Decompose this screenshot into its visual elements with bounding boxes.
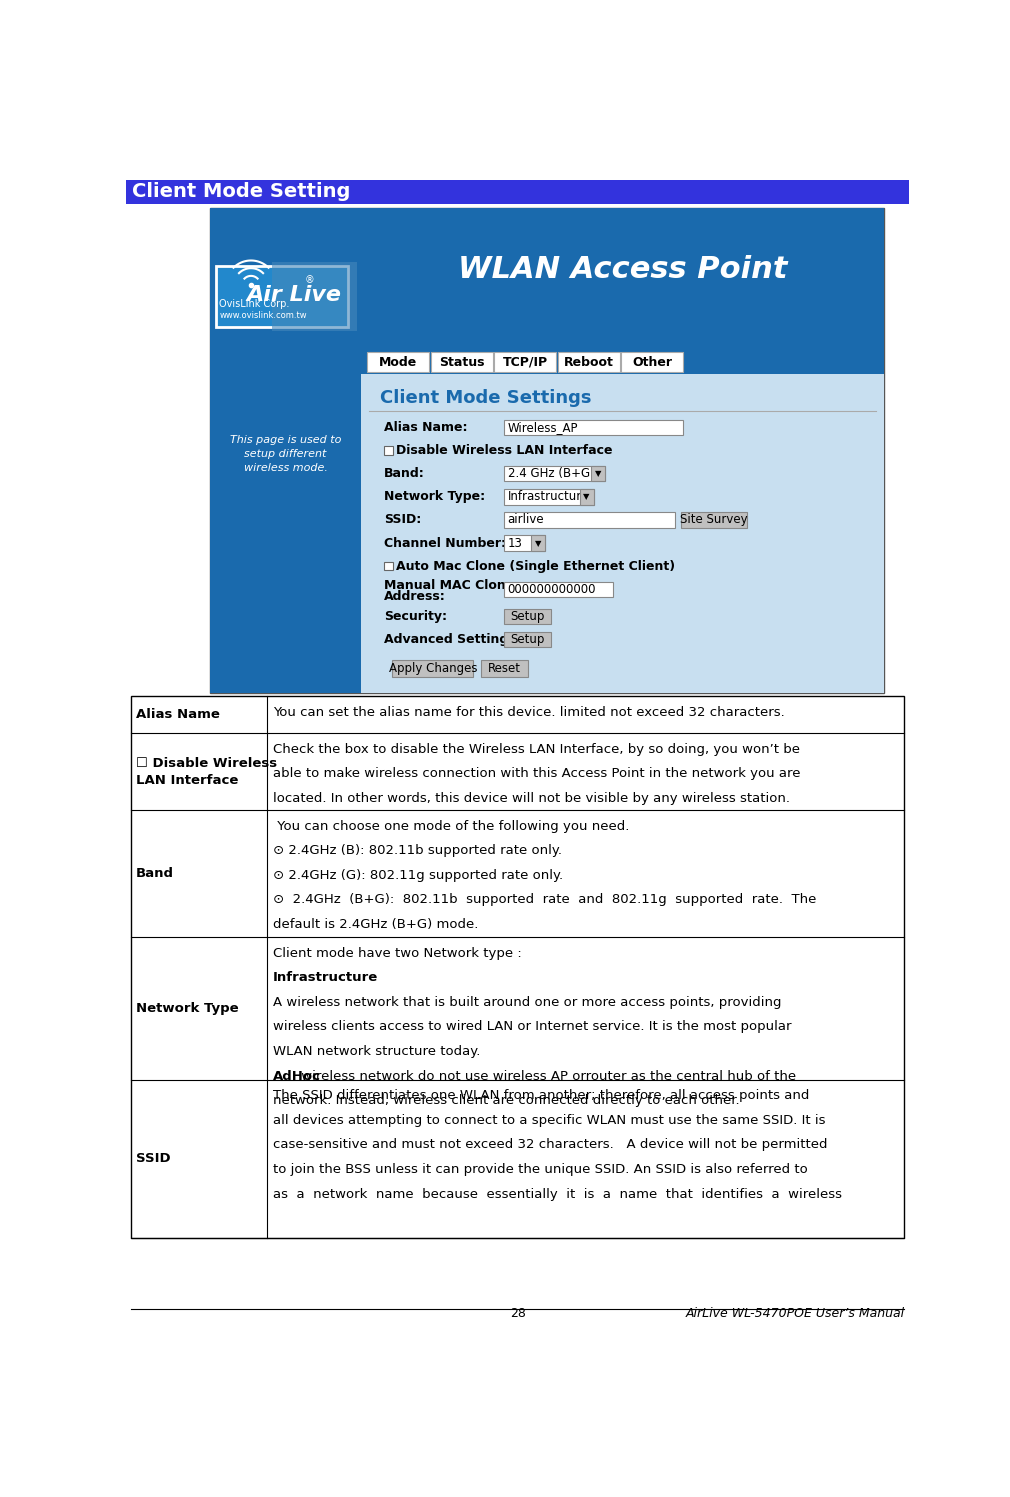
Bar [216, 266, 347, 328]
Bar [504, 536, 544, 551]
Text: Air Live: Air Live [246, 284, 341, 305]
Text: The SSID differentiates one WLAN from another; therefore, all access points and: The SSID differentiates one WLAN from an… [273, 1088, 809, 1102]
Text: Apply Changes: Apply Changes [389, 662, 477, 675]
Text: ⊙ 2.4GHz (B): 802.11b supported rate only.: ⊙ 2.4GHz (B): 802.11b supported rate onl… [273, 844, 562, 858]
Text: as  a  network  name  because  essentially  it  is  a  name  that  identifies  a: as a network name because essentially it… [273, 1187, 841, 1201]
Bar [494, 352, 557, 373]
Text: Other: Other [632, 356, 673, 368]
Bar [131, 696, 904, 1238]
Text: Check the box to disable the Wireless LAN Interface, by so doing, you won’t be: Check the box to disable the Wireless LA… [273, 743, 800, 756]
Bar [591, 466, 605, 482]
Text: 28: 28 [510, 1307, 525, 1320]
Text: Alias Name: Alias Name [135, 708, 219, 722]
Text: OvisLink Corp.: OvisLink Corp. [219, 299, 290, 310]
Bar [504, 608, 550, 624]
Text: default is 2.4GHz (B+G) mode.: default is 2.4GHz (B+G) mode. [273, 918, 478, 931]
Bar [681, 512, 747, 527]
Bar [210, 208, 362, 374]
Text: Mode: Mode [379, 356, 417, 368]
Bar [431, 352, 493, 373]
Text: all devices attempting to connect to a specific WLAN must use the same SSID. It : all devices attempting to connect to a s… [273, 1114, 825, 1127]
Text: Setup: Setup [510, 633, 544, 645]
Text: Setup: Setup [510, 609, 544, 623]
Bar [210, 374, 884, 693]
Bar [504, 632, 550, 647]
Bar [126, 180, 909, 204]
Bar [392, 660, 474, 677]
Text: 2.4 GHz (B+G): 2.4 GHz (B+G) [508, 467, 594, 481]
Text: Network Type: Network Type [135, 1001, 238, 1015]
Text: AirLive WL-5470POE User’s Manual: AirLive WL-5470POE User’s Manual [685, 1307, 904, 1320]
Bar [580, 490, 594, 504]
Bar [504, 512, 675, 527]
Bar [385, 446, 393, 455]
Text: Client mode have two Network type :: Client mode have two Network type : [273, 946, 521, 960]
Text: wireless network do not use wireless AP orrouter as the central hub of the: wireless network do not use wireless AP … [297, 1070, 796, 1082]
Text: www.ovislink.com.tw: www.ovislink.com.tw [219, 311, 307, 320]
Text: Auto Mac Clone (Single Ethernet Client): Auto Mac Clone (Single Ethernet Client) [396, 560, 675, 573]
Text: ▼: ▼ [534, 539, 541, 548]
Bar [481, 660, 527, 677]
Bar [504, 466, 605, 482]
Bar [558, 352, 620, 373]
Text: 13: 13 [508, 536, 522, 549]
Bar [531, 536, 544, 551]
Text: You can set the alias name for this device. limited not exceed 32 characters.: You can set the alias name for this devi… [273, 705, 785, 719]
Bar [210, 374, 362, 693]
Text: Manual MAC Clone: Manual MAC Clone [385, 579, 514, 591]
Text: Alias Name:: Alias Name: [385, 421, 468, 434]
Bar [210, 208, 884, 374]
Text: Channel Number:: Channel Number: [385, 536, 506, 549]
Text: ⊙  2.4GHz  (B+G):  802.11b  supported  rate  and  802.11g  supported  rate.  The: ⊙ 2.4GHz (B+G): 802.11b supported rate a… [273, 894, 816, 906]
Bar [621, 352, 684, 373]
Text: ▼: ▼ [584, 493, 590, 501]
Text: WLAN network structure today.: WLAN network structure today. [273, 1045, 480, 1058]
Bar [362, 350, 884, 374]
Text: Infrastructure: Infrastructure [273, 972, 378, 984]
Text: Address:: Address: [385, 590, 446, 603]
Text: 000000000000: 000000000000 [508, 582, 596, 596]
Text: ⊙ 2.4GHz (G): 802.11g supported rate only.: ⊙ 2.4GHz (G): 802.11g supported rate onl… [273, 868, 563, 882]
Text: This page is used to
setup different
wireless mode.: This page is used to setup different wir… [230, 436, 341, 473]
Text: Advanced Settings:: Advanced Settings: [385, 633, 521, 645]
Text: Site Survey: Site Survey [681, 513, 747, 527]
Text: SSID:: SSID: [385, 513, 421, 527]
Text: SSID: SSID [135, 1153, 170, 1165]
Bar [210, 208, 884, 693]
Text: Disable Wireless LAN Interface: Disable Wireless LAN Interface [396, 445, 612, 457]
Text: to join the BSS unless it can provide the unique SSID. An SSID is also referred : to join the BSS unless it can provide th… [273, 1163, 807, 1177]
Bar [504, 490, 594, 504]
Text: Client Mode Settings: Client Mode Settings [381, 389, 592, 407]
Text: Reboot: Reboot [564, 356, 614, 368]
Text: TCP/IP: TCP/IP [503, 356, 548, 368]
Text: case-sensitive and must not exceed 32 characters.   A device will not be permitt: case-sensitive and must not exceed 32 ch… [273, 1138, 827, 1151]
Text: network. Instead, wireless client are connected directly to each other.: network. Instead, wireless client are co… [273, 1094, 739, 1108]
Text: You can choose one mode of the following you need.: You can choose one mode of the following… [273, 819, 629, 832]
Text: Wireless_AP: Wireless_AP [508, 421, 578, 434]
Bar [368, 352, 429, 373]
Text: Band:: Band: [385, 467, 425, 481]
Text: Infrastructure: Infrastructure [508, 491, 589, 503]
Text: able to make wireless connection with this Access Point in the network you are: able to make wireless connection with th… [273, 766, 800, 780]
Bar [272, 262, 358, 331]
Text: wireless clients access to wired LAN or Internet service. It is the most popular: wireless clients access to wired LAN or … [273, 1021, 791, 1033]
Bar [504, 419, 683, 436]
Bar [385, 561, 393, 570]
Text: AdHoc: AdHoc [273, 1070, 321, 1082]
Text: Client Mode Setting: Client Mode Setting [132, 183, 350, 202]
Text: Band: Band [135, 867, 174, 880]
Text: Network Type:: Network Type: [385, 491, 486, 503]
Bar [504, 581, 613, 597]
Text: located. In other words, this device will not be visible by any wireless station: located. In other words, this device wil… [273, 792, 790, 805]
Text: ®: ® [304, 275, 314, 284]
Text: ▼: ▼ [595, 469, 602, 478]
Text: Security:: Security: [385, 609, 447, 623]
Text: ☐ Disable Wireless
LAN Interface: ☐ Disable Wireless LAN Interface [135, 757, 277, 787]
Text: Status: Status [439, 356, 485, 368]
Text: Reset: Reset [488, 662, 521, 675]
Text: airlive: airlive [508, 513, 544, 527]
Text: WLAN Access Point: WLAN Access Point [458, 254, 788, 284]
Text: A wireless network that is built around one or more access points, providing: A wireless network that is built around … [273, 996, 781, 1009]
